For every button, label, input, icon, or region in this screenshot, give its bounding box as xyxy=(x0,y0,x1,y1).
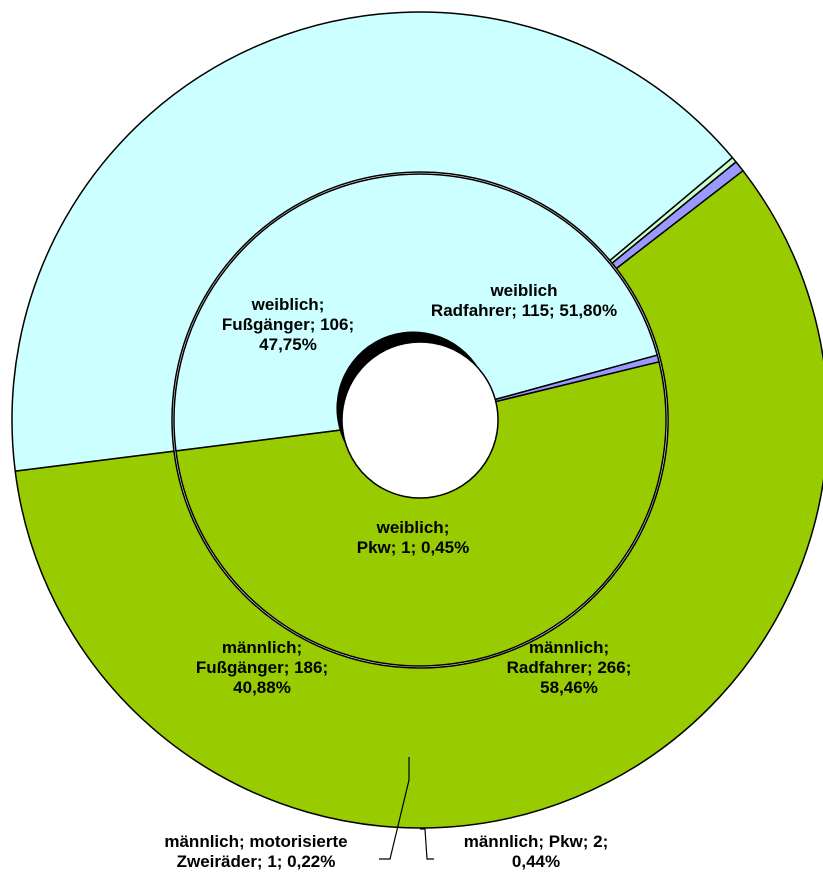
label-line: männlich; xyxy=(529,638,609,657)
labels-layer: männlich; Radfahrer; 266; 58,46%männlich; … xyxy=(164,281,631,871)
slice-weiblich-fussgaenger xyxy=(173,173,659,452)
slice-weiblich-radfahrer xyxy=(175,361,667,667)
label-line: Zweiräder; 1; 0,22% xyxy=(177,852,336,871)
label-line: Fußgänger; 106; xyxy=(222,315,354,334)
label-line: Fußgänger; 186; xyxy=(196,658,328,677)
slice-maennlich-fussgaenger xyxy=(11,11,734,472)
leader-line-maennlich-motorisierte-zweiraeder xyxy=(379,757,410,860)
extras-layer xyxy=(336,331,480,860)
slices-layer xyxy=(11,11,823,829)
label-line: weiblich; xyxy=(376,518,450,537)
label-line: 58,46% xyxy=(540,678,598,697)
label-line: 47,75% xyxy=(259,335,317,354)
label-line: weiblich xyxy=(489,281,557,300)
label-maennlich-radfahrer: männlich; Radfahrer; 266; 58,46% xyxy=(507,638,632,697)
label-line: männlich; xyxy=(222,638,302,657)
label-weiblich-radfahrer: weiblich Radfahrer; 115; 51,80% xyxy=(431,281,617,320)
label-line: Radfahrer; 115; 51,80% xyxy=(431,301,617,320)
label-line: Pkw; 1; 0,45% xyxy=(357,538,469,557)
label-line: Radfahrer; 266; xyxy=(507,658,632,677)
label-line: 40,88% xyxy=(233,678,291,697)
label-line: weiblich; xyxy=(251,295,325,314)
label-line: 0,44% xyxy=(512,852,560,871)
label-line: männlich; Pkw; 2; xyxy=(464,832,609,851)
label-maennlich-motorisierte-zweiraeder: männlich; motorisierte Zweiräder; 1; 0,22… xyxy=(164,832,347,871)
leader-line-maennlich-pkw xyxy=(420,828,434,860)
slice-maennlich-radfahrer xyxy=(14,169,823,829)
label-maennlich-pkw: männlich; Pkw; 2; 0,44% xyxy=(464,832,609,871)
label-maennlich-fussgaenger: männlich; Fußgänger; 186; 40,88% xyxy=(196,638,328,697)
label-weiblich-pkw: weiblich; Pkw; 1; 0,45% xyxy=(357,518,469,557)
label-line: männlich; motorisierte xyxy=(164,832,347,851)
label-weiblich-fussgaenger: weiblich; Fußgänger; 106; 47,75% xyxy=(222,295,354,354)
